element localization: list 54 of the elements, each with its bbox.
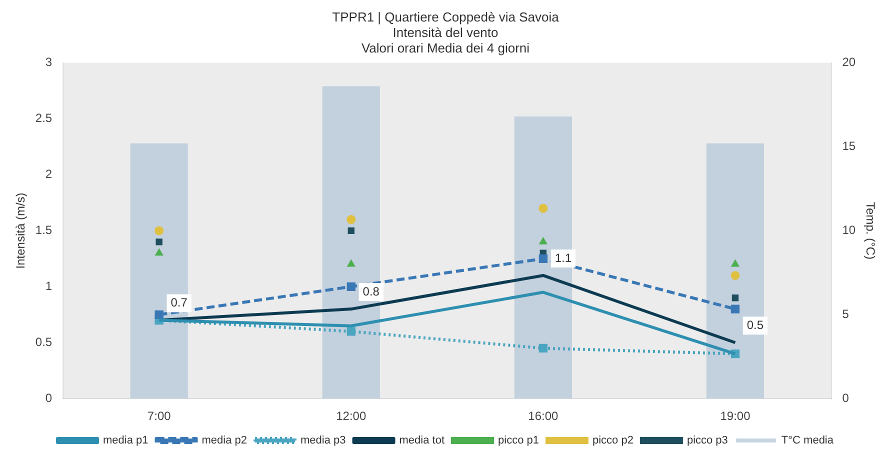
bar (514, 116, 572, 399)
legend-label: picco p2 (592, 434, 634, 447)
point (731, 260, 740, 267)
y-tick-label: 2 (45, 167, 52, 182)
text: TPPR1 | Quartiere Coppedè via Savoia (332, 9, 559, 24)
point (347, 260, 356, 267)
y-tick-label: 1.5 (35, 223, 52, 238)
point (538, 204, 548, 213)
point (346, 327, 356, 336)
point (538, 254, 548, 264)
y-tick-label: 0 (45, 390, 52, 405)
y2-axis-title: Temp. (°C) (863, 202, 878, 260)
text: Intensità del vento (392, 24, 498, 40)
legend-label: picco p3 (686, 434, 728, 447)
y-tick-label: 3 (45, 55, 52, 70)
point (730, 270, 740, 280)
data-label: 0.8 (362, 284, 380, 298)
point (154, 226, 164, 236)
y2-tick-label: 10 (842, 223, 856, 238)
data-label: 0.7 (170, 296, 188, 310)
legend-label: media p3 (300, 434, 346, 447)
x-tick-label: 12:00 (336, 409, 366, 424)
point (348, 227, 354, 234)
y-tick-label: 1 (45, 278, 52, 293)
legend-label: picco p1 (498, 434, 539, 447)
x-tick-label: 16:00 (528, 409, 559, 424)
legend-label: media tot (399, 434, 445, 447)
y2-tick-label: 5 (842, 306, 850, 321)
data-label: 0.5 (746, 318, 764, 332)
point (155, 248, 164, 256)
point (346, 215, 356, 224)
y-axis-title: Intensità (m/s) (14, 192, 28, 269)
legend-label: media p1 (103, 434, 148, 447)
point (346, 282, 356, 291)
legend-label: media p2 (202, 434, 248, 447)
x-tick-label: 7:00 (147, 409, 172, 424)
bar (322, 86, 380, 399)
y2-tick-label: 20 (842, 55, 856, 70)
point (156, 238, 162, 246)
data-label: 1.1 (554, 250, 572, 265)
legend-label: T°C media (781, 434, 834, 447)
point (538, 344, 548, 353)
y-tick-label: 2.5 (35, 111, 52, 126)
bar (130, 143, 188, 399)
x-tick-label: 19:00 (720, 409, 751, 424)
y2-tick-label: 15 (842, 139, 856, 154)
point (732, 294, 739, 302)
y2-tick-label: 0 (842, 390, 850, 405)
y-tick-label: 0.5 (35, 334, 52, 349)
bar (706, 143, 764, 399)
point (154, 310, 164, 319)
point (539, 237, 548, 244)
point (730, 304, 740, 314)
text: Valori orari Media dei 4 giorni (361, 40, 530, 56)
